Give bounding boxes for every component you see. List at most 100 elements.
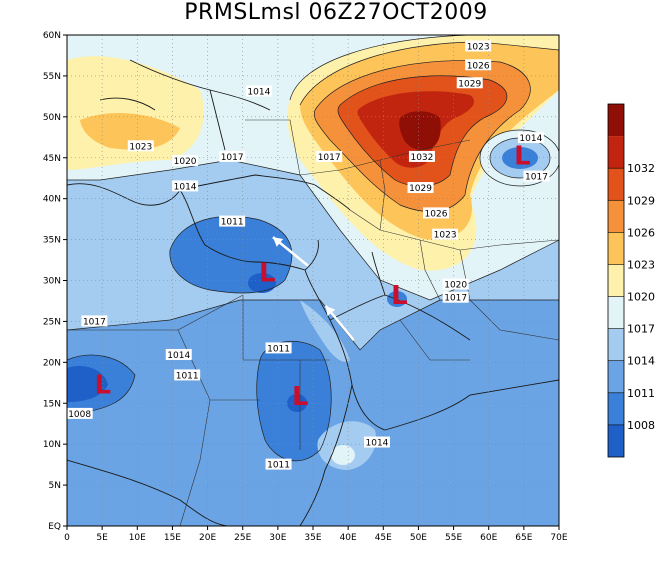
isobar-label-box xyxy=(245,85,272,97)
lat-tick-label: EQ xyxy=(48,522,61,532)
isobar-label-text: 1023 xyxy=(129,142,152,152)
lon-tick-label: 20E xyxy=(199,533,216,543)
lon-tick-label: 45E xyxy=(375,533,392,543)
lon-tick-label: 40E xyxy=(340,533,357,543)
isobar-label-box xyxy=(219,215,246,227)
colorbar-segment xyxy=(608,296,624,329)
colorbar-label: 1026 xyxy=(627,226,655,239)
borders xyxy=(67,119,559,526)
wind-arrow-head xyxy=(272,237,284,247)
colorbar-label: 1029 xyxy=(627,194,655,207)
low-med-core xyxy=(248,273,276,293)
lat-tick-label: 55N xyxy=(43,72,61,82)
isobar-label-box xyxy=(432,228,459,240)
isobar-label-text: 1011 xyxy=(267,344,290,354)
lon-tick-label: 35E xyxy=(304,533,321,543)
isobar-label: 1017 xyxy=(81,315,108,327)
colorbar-label: 1008 xyxy=(627,419,655,432)
isobar-label: 1029 xyxy=(456,77,483,89)
isobar-label-box xyxy=(523,170,550,182)
isobar-label-text: 1017 xyxy=(525,173,548,183)
wind-arrow-head xyxy=(325,305,336,317)
lat-tick-label: 45N xyxy=(43,154,61,164)
coastlines xyxy=(67,59,559,526)
colorbar-label: 1017 xyxy=(627,323,655,336)
isobar-label-box xyxy=(442,278,469,290)
wind-arrow xyxy=(324,305,355,342)
isobar-label: 1011 xyxy=(265,458,292,471)
isobar-label-box xyxy=(127,140,154,152)
high-europe-1023 xyxy=(80,113,180,150)
lat-tick-label: 30N xyxy=(43,277,61,287)
isobar-label-text: 1023 xyxy=(434,231,457,241)
low-pressure-symbol: L xyxy=(292,382,309,412)
lon-tick-label: 25E xyxy=(234,533,251,543)
isobar-label: 1032 xyxy=(408,150,435,163)
isobar-label: 1014 xyxy=(172,180,199,192)
isobar-label-text: 1008 xyxy=(68,410,91,420)
isobar-label-box xyxy=(517,132,544,144)
isobar-label-text: 1029 xyxy=(409,184,432,194)
isobar-label-box xyxy=(407,182,434,194)
colorbar-label: 1014 xyxy=(627,355,655,368)
colorbar-segment xyxy=(608,104,624,137)
isobar-label-text: 1020 xyxy=(444,281,467,291)
lon-tick-label: 0 xyxy=(64,533,70,543)
low-pressure-symbol: L xyxy=(391,281,408,311)
lon-tick-label: 10E xyxy=(129,533,146,543)
isobar-label-box xyxy=(408,150,435,162)
colorbar-segment xyxy=(608,424,624,457)
isobar-label-text: 1017 xyxy=(221,153,244,163)
isobar-label-text: 1017 xyxy=(444,294,467,304)
lat-tick-label: 60N xyxy=(43,31,61,41)
pressure-field: 1023 1026 1029 1014 1014 1023 1020 1017 1017 1032… xyxy=(67,35,559,526)
isobar-label: 1014 xyxy=(245,85,272,97)
isobar-label: 1023 xyxy=(465,40,492,52)
lon-tick-label: 55E xyxy=(445,533,462,543)
isobar-label-box xyxy=(423,207,449,219)
colorbar-label: 1023 xyxy=(627,258,655,271)
colorbar-segment xyxy=(608,360,624,393)
colorbar-segment xyxy=(608,264,624,297)
lat-tick-label: 25N xyxy=(43,317,61,327)
lat-tick-label: 50N xyxy=(43,113,61,123)
isobar-label-box xyxy=(165,348,192,360)
isobar-label-text: 1029 xyxy=(458,79,481,89)
isobar-label-box xyxy=(174,369,201,381)
lat-tick-label: 5N xyxy=(49,481,61,491)
isobar-label: 1011 xyxy=(265,342,292,354)
low-westafrica-1008 xyxy=(67,365,108,402)
isobar-label: 1029 xyxy=(407,182,434,194)
isobar-label-text: 1011 xyxy=(221,218,244,228)
lon-tick-label: 30E xyxy=(269,533,286,543)
low-pressure-symbol: L xyxy=(514,141,531,171)
isobar-label-box xyxy=(265,342,292,354)
isobar-label-box xyxy=(172,155,199,167)
isobar-label-text: 1026 xyxy=(467,61,490,71)
colorbar-segment xyxy=(608,232,624,265)
low-pressure-markers: L L L L L xyxy=(95,141,531,412)
isobar-label-text: 1014 xyxy=(174,182,197,192)
isobar-label-box xyxy=(81,315,108,327)
isobar-label-box xyxy=(172,180,199,192)
wind-arrow xyxy=(272,236,309,267)
lat-tick-label: 40N xyxy=(43,195,61,205)
isobar-label-box xyxy=(219,150,246,162)
isobar-labels: 1023 1026 1029 1014 1014 1023 1020 1017 1017 1032… xyxy=(67,40,550,471)
isobar-label: 1026 xyxy=(465,59,492,71)
colorbar-label: 1032 xyxy=(627,162,655,175)
colorbar: 1008 1011 1014 1017 1020 1023 1026 1029 1032 xyxy=(607,103,655,458)
isobar-label-box xyxy=(465,59,492,71)
isobar-label-text: 1026 xyxy=(425,209,448,219)
latitude-axis: EQ 5N 10N 15N 20N 25N 30N 35N 40N 45N 50N 55N 60N xyxy=(43,31,67,532)
isobar-label: 1026 xyxy=(423,207,449,219)
low-sudan-core xyxy=(287,394,307,412)
colorbar-segment xyxy=(608,200,624,233)
isobar-label: 1017 xyxy=(523,170,550,183)
isobar-label-box xyxy=(363,436,390,448)
lat-tick-label: 15N xyxy=(43,399,61,409)
isobar-label-text: 1032 xyxy=(410,153,433,163)
isobar-label-box xyxy=(442,291,469,303)
lon-tick-label: 60E xyxy=(480,533,497,543)
